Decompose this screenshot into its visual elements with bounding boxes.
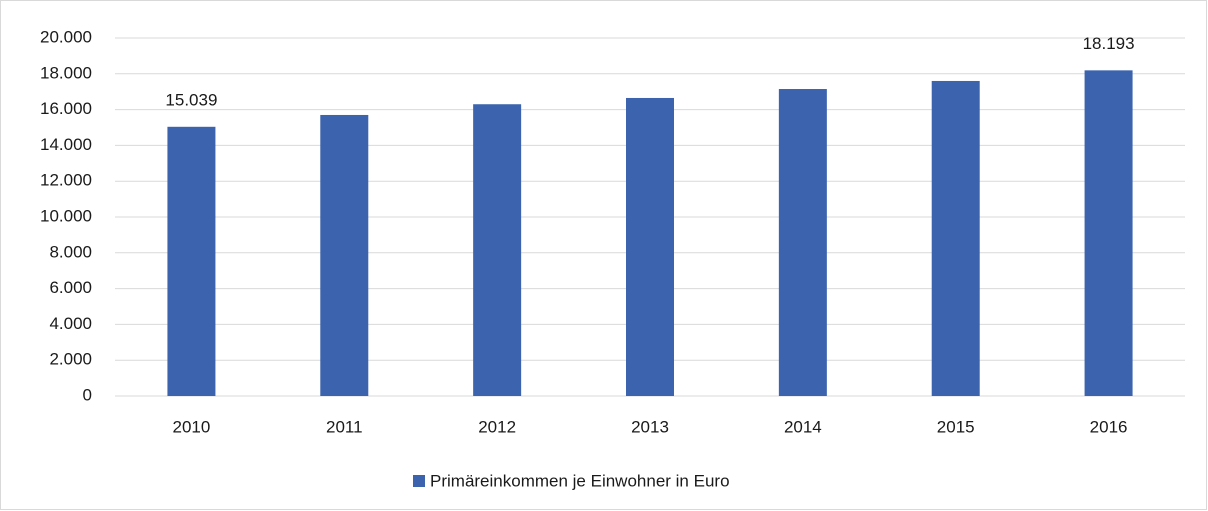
y-tick-label: 0 xyxy=(83,385,92,404)
x-tick-label: 2016 xyxy=(1090,417,1128,436)
bar xyxy=(931,80,980,397)
data-label: 18.193 xyxy=(1083,34,1135,53)
y-tick-label: 20.000 xyxy=(40,27,92,46)
data-label: 15.039 xyxy=(165,90,217,109)
bar xyxy=(1084,70,1133,396)
y-tick-label: 12.000 xyxy=(40,171,92,190)
bar xyxy=(167,126,216,396)
y-tick-label: 16.000 xyxy=(40,99,92,118)
x-tick-label: 2013 xyxy=(631,417,669,436)
x-tick-label: 2010 xyxy=(173,417,211,436)
y-tick-label: 8.000 xyxy=(49,242,92,261)
bar xyxy=(778,89,827,396)
legend-swatch xyxy=(413,475,425,487)
x-tick-label: 2014 xyxy=(784,417,822,436)
x-tick-label: 2011 xyxy=(326,417,363,436)
y-tick-label: 10.000 xyxy=(40,206,92,225)
y-tick-label: 2.000 xyxy=(49,350,92,369)
legend-label: Primäreinkommen je Einwohner in Euro xyxy=(430,471,730,490)
y-tick-label: 4.000 xyxy=(49,314,92,333)
bar xyxy=(473,104,522,396)
x-tick-label: 2012 xyxy=(478,417,516,436)
bar xyxy=(320,114,369,396)
y-tick-label: 18.000 xyxy=(40,63,92,82)
bar xyxy=(626,97,674,396)
x-tick-label: 2015 xyxy=(937,417,975,436)
y-tick-label: 6.000 xyxy=(49,278,92,297)
y-tick-label: 14.000 xyxy=(40,135,92,154)
